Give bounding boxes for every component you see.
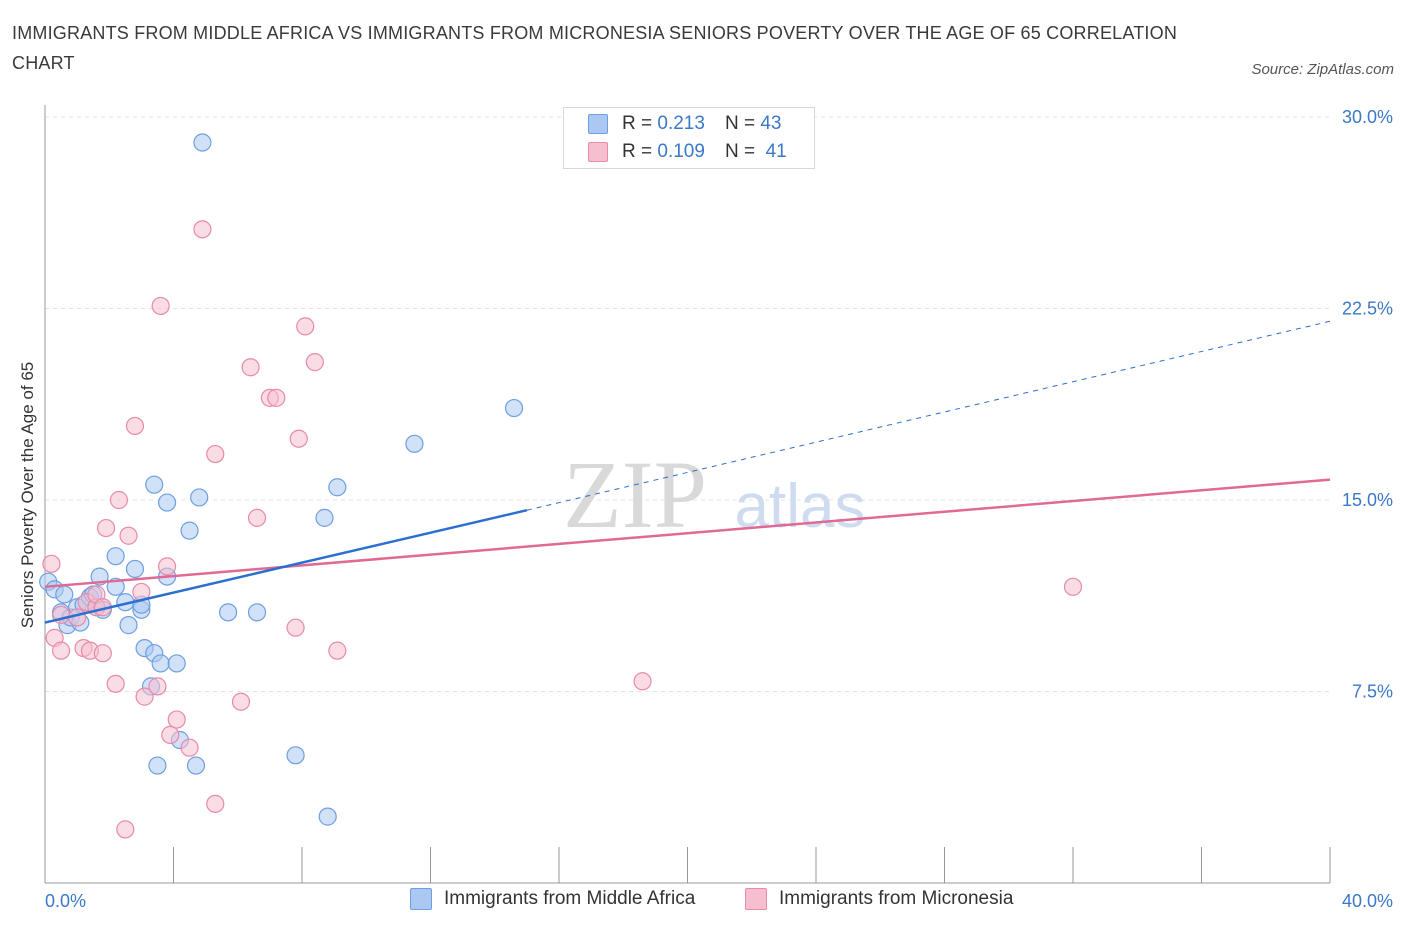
- data-point: [151, 654, 170, 673]
- y-tick-label: 30.0%: [1342, 107, 1393, 127]
- data-point: [125, 416, 145, 436]
- data-point: [231, 692, 251, 711]
- data-point: [106, 577, 125, 596]
- series-blue: [39, 133, 524, 826]
- data-point: [241, 358, 260, 377]
- data-point: [286, 746, 305, 765]
- data-point: [206, 444, 225, 464]
- n-label: N =: [724, 113, 756, 134]
- watermark-atlas: atlas: [735, 472, 866, 541]
- data-point: [267, 388, 286, 407]
- data-point: [405, 434, 424, 453]
- data-point: [167, 710, 186, 729]
- data-point: [109, 490, 128, 510]
- chart-title: IMMIGRANTS FROM MIDDLE AFRICA VS IMMIGRA…: [12, 23, 1178, 73]
- data-point: [106, 674, 125, 693]
- n-value: 41: [765, 141, 787, 162]
- data-point: [305, 353, 324, 372]
- data-point: [286, 618, 305, 637]
- data-point: [193, 220, 212, 239]
- n-value: 43: [760, 113, 782, 134]
- data-point: [186, 756, 206, 775]
- stats-row-middle-africa: R = 0.213 N = 43: [588, 111, 781, 137]
- y-tick-label: 22.5%: [1342, 299, 1393, 319]
- data-point: [148, 756, 167, 775]
- data-point: [206, 794, 225, 813]
- data-point: [167, 654, 186, 673]
- data-point: [296, 317, 315, 336]
- data-point: [328, 478, 347, 497]
- data-point: [328, 641, 347, 660]
- data-point: [1063, 577, 1083, 596]
- data-point: [148, 677, 167, 696]
- blue-swatch-icon: [588, 114, 608, 134]
- blue-swatch-icon: [410, 888, 432, 910]
- source-label: Source: ZipAtlas.com: [1251, 61, 1394, 78]
- data-point: [42, 554, 61, 573]
- data-point: [633, 672, 652, 691]
- x-tick-label: 40.0%: [1342, 891, 1393, 911]
- n-label: N =: [724, 141, 756, 162]
- data-point: [157, 557, 177, 576]
- y-tick-label: 7.5%: [1352, 682, 1393, 702]
- trend-line-micronesia: [44, 478, 1331, 589]
- data-point: [289, 429, 308, 448]
- legend-item-middle-africa[interactable]: Immigrants from Middle Africa: [410, 888, 695, 910]
- data-point: [125, 559, 145, 579]
- data-point: [116, 820, 135, 839]
- data-point: [190, 488, 209, 507]
- data-point: [247, 508, 267, 527]
- legend-label: Immigrants from Middle Africa: [444, 888, 696, 909]
- data-point: [161, 725, 180, 745]
- data-point: [219, 603, 238, 622]
- data-point: [318, 807, 337, 826]
- pink-swatch-icon: [588, 142, 608, 162]
- data-point: [93, 644, 112, 663]
- data-point: [315, 508, 334, 527]
- data-point: [119, 616, 138, 635]
- r-value: 0.109: [657, 141, 705, 162]
- data-point: [504, 398, 524, 418]
- data-point: [180, 521, 199, 540]
- data-point: [247, 603, 267, 622]
- data-point: [106, 547, 125, 566]
- legend-label: Immigrants from Micronesia: [779, 888, 1014, 909]
- data-point: [51, 641, 71, 660]
- y-tick-label: 15.0%: [1342, 490, 1393, 510]
- legend-item-micronesia[interactable]: Immigrants from Micronesia: [745, 888, 1013, 910]
- data-point: [119, 526, 138, 545]
- data-point: [135, 687, 154, 706]
- data-point: [193, 133, 212, 152]
- r-label: R =: [622, 141, 653, 162]
- data-point: [145, 475, 164, 494]
- stats-row-micronesia: R = 0.109 N = 41: [588, 139, 787, 165]
- data-point: [157, 493, 177, 512]
- data-point: [151, 296, 170, 316]
- data-point: [96, 518, 116, 538]
- pink-swatch-icon: [745, 888, 767, 910]
- r-label: R =: [622, 113, 653, 134]
- x-tick-label: 0.0%: [45, 891, 86, 911]
- stats-box: R = 0.213 N = 43 R = 0.109 N = 41: [563, 107, 815, 169]
- watermark-zip: ZIP: [563, 441, 707, 548]
- data-point: [55, 585, 74, 604]
- trend-line-extension: [526, 320, 1331, 511]
- data-point: [180, 738, 199, 757]
- r-value: 0.213: [657, 113, 705, 134]
- trend-line-middle-africa: [44, 508, 528, 624]
